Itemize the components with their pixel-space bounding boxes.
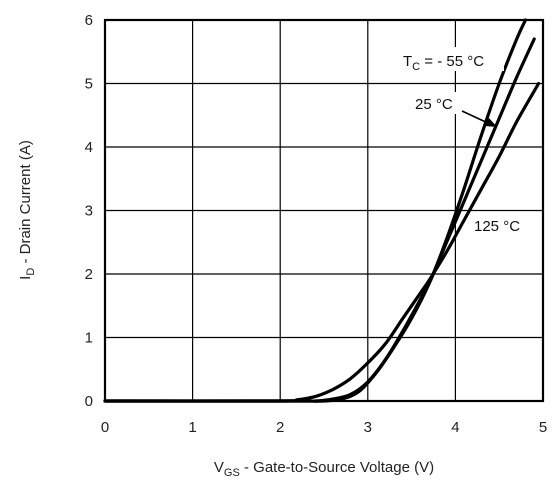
- annotation-25c-leader: [461, 110, 491, 125]
- x-tick-label: 4: [451, 419, 459, 436]
- y-tick-label: 4: [85, 139, 93, 156]
- annotation-tc-minus55: TC = - 55 °C: [403, 53, 484, 73]
- annotation-125c: 125 °C: [474, 218, 520, 235]
- x-tick-labels: 0 1 2 3 4 5: [101, 419, 547, 436]
- annotation-25-background: [412, 92, 466, 114]
- annotation-25c: 25 °C: [415, 96, 453, 113]
- series-line-25c: [103, 37, 536, 403]
- y-tick-label: 3: [85, 203, 93, 220]
- y-tick-label: 2: [85, 266, 93, 283]
- y-tick-labels: 0 1 2 3 4 5 6: [85, 12, 93, 410]
- x-axis-label: VGS - Gate-to-Source Voltage (V): [214, 459, 434, 479]
- y-axis-label: ID - Drain Current (A): [17, 140, 37, 280]
- y-tick-label: 1: [85, 330, 93, 347]
- y-tick-label: 6: [85, 12, 93, 29]
- annotation-tc-background: [398, 47, 504, 71]
- y-tick-label: 0: [85, 393, 93, 410]
- x-tick-label: 3: [364, 419, 372, 436]
- annotation-25c-arrowhead: [485, 118, 497, 127]
- x-tick-label: 1: [188, 419, 196, 436]
- x-tick-label: 0: [101, 419, 109, 436]
- grid-lines: [105, 20, 543, 401]
- x-tick-label: 2: [276, 419, 284, 436]
- series-line-125c: [103, 81, 541, 403]
- y-tick-label: 5: [85, 76, 93, 93]
- x-tick-label: 5: [539, 419, 547, 436]
- plot-frame: [103, 18, 545, 403]
